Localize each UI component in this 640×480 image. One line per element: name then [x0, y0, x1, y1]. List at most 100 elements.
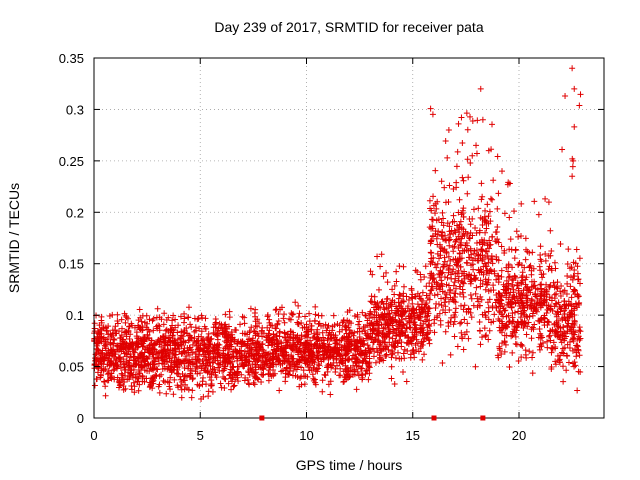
- data-point: [245, 336, 252, 343]
- data-point: [221, 375, 228, 382]
- data-point: [170, 391, 177, 398]
- data-point: [465, 234, 472, 241]
- data-point: [287, 334, 294, 341]
- data-point: [523, 313, 530, 320]
- data-point: [423, 292, 430, 299]
- data-point: [384, 343, 391, 350]
- data-point: [294, 373, 301, 380]
- data-point: [251, 353, 258, 360]
- data-point: [360, 341, 367, 348]
- data-point: [461, 272, 468, 279]
- data-point: [552, 301, 559, 308]
- data-point: [379, 338, 386, 345]
- data-point: [430, 193, 437, 200]
- data-point: [221, 331, 228, 338]
- data-point: [270, 353, 277, 360]
- data-point: [134, 354, 141, 361]
- data-point: [457, 264, 464, 271]
- data-point: [228, 329, 235, 336]
- data-point: [496, 347, 503, 354]
- data-point: [388, 354, 395, 361]
- data-point: [443, 250, 450, 257]
- data-point: [452, 305, 459, 312]
- data-point: [220, 351, 227, 358]
- data-point: [535, 211, 542, 218]
- data-point: [114, 374, 121, 381]
- data-point: [294, 339, 301, 346]
- y-tick-label: 0.35: [59, 51, 84, 66]
- data-point: [202, 362, 209, 369]
- data-point-peak: [569, 65, 576, 72]
- data-point: [342, 323, 349, 330]
- data-point: [390, 326, 397, 333]
- data-point: [450, 256, 457, 263]
- data-point: [102, 365, 109, 372]
- data-point: [255, 332, 262, 339]
- data-point: [398, 312, 405, 319]
- data-point: [327, 378, 334, 385]
- data-point: [461, 275, 468, 282]
- data-point: [561, 301, 568, 308]
- data-point: [346, 307, 353, 314]
- data-point: [304, 361, 311, 368]
- data-point: [114, 361, 121, 368]
- data-point: [202, 315, 209, 322]
- data-point: [208, 377, 215, 384]
- data-point: [469, 117, 476, 124]
- data-point: [205, 393, 212, 400]
- data-point: [457, 291, 464, 298]
- data-point: [498, 267, 505, 274]
- data-point: [565, 314, 572, 321]
- data-point: [334, 362, 341, 369]
- data-point: [538, 291, 545, 298]
- data-point: [565, 359, 572, 366]
- data-point: [477, 341, 484, 348]
- data-point: [568, 307, 575, 314]
- data-point: [229, 364, 236, 371]
- data-point: [457, 320, 464, 327]
- data-point: [375, 286, 382, 293]
- data-point: [396, 302, 403, 309]
- data-point: [393, 278, 400, 285]
- data-point: [323, 327, 330, 334]
- data-point: [235, 338, 242, 345]
- data-point: [371, 299, 378, 306]
- data-point: [482, 276, 489, 283]
- data-point: [537, 335, 544, 342]
- data-point: [124, 315, 131, 322]
- data-point: [446, 289, 453, 296]
- data-point: [356, 337, 363, 344]
- data-point: [388, 301, 395, 308]
- data-point: [546, 333, 553, 340]
- data-point: [379, 330, 386, 337]
- data-point: [490, 318, 497, 325]
- data-point: [319, 345, 326, 352]
- data-point: [195, 356, 202, 363]
- data-point: [549, 345, 556, 352]
- data-point: [349, 330, 356, 337]
- x-tick-label: 10: [299, 428, 313, 443]
- data-point: [385, 346, 392, 353]
- data-point: [138, 339, 145, 346]
- data-point: [351, 342, 358, 349]
- data-point: [391, 291, 398, 298]
- data-point: [300, 367, 307, 374]
- data-point: [130, 379, 137, 386]
- data-point: [428, 216, 435, 223]
- data-point: [429, 233, 436, 240]
- data-point: [314, 355, 321, 362]
- data-point: [222, 345, 229, 352]
- data-point: [149, 378, 156, 385]
- data-point: [186, 358, 193, 365]
- data-point: [288, 310, 295, 317]
- data-point: [449, 219, 456, 226]
- data-point: [266, 319, 273, 326]
- data-point: [514, 323, 521, 330]
- data-point: [264, 324, 271, 331]
- data-point: [426, 290, 433, 297]
- data-point: [475, 298, 482, 305]
- data-point: [432, 304, 439, 311]
- data-point: [102, 383, 109, 390]
- data-point: [99, 349, 106, 356]
- data-point: [292, 299, 299, 306]
